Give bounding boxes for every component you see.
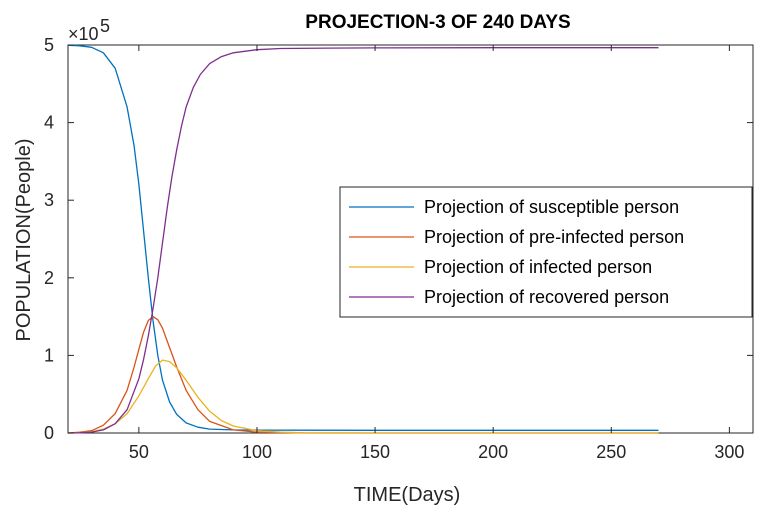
y-tick-label: 4: [44, 113, 54, 133]
legend-label: Projection of susceptible person: [424, 197, 679, 217]
chart-title: PROJECTION-3 OF 240 DAYS: [305, 12, 570, 33]
x-tick-label: 150: [360, 442, 390, 462]
y-multiplier-base: ×10: [68, 24, 99, 44]
y-tick-label: 1: [44, 345, 54, 365]
series-line-3: [67, 47, 659, 434]
x-tick-label: 300: [714, 442, 744, 462]
legend-box: [339, 186, 753, 318]
x-axis-label: TIME(Days): [354, 484, 461, 506]
x-tick-label: 50: [129, 442, 149, 462]
y-multiplier-label: ×10 5: [68, 16, 110, 44]
legend-label: Projection of infected person: [424, 257, 652, 277]
x-tick-label: 250: [596, 442, 626, 462]
series-layer: [67, 44, 659, 434]
series-line-1: [67, 315, 659, 434]
y-tick-label: 2: [44, 268, 54, 288]
legend-label: Projection of recovered person: [424, 287, 669, 307]
legend-label: Projection of pre-infected person: [424, 227, 684, 247]
y-tick-label: 3: [44, 190, 54, 210]
y-axis-label: POPULATION(People): [13, 138, 35, 341]
y-tick-label: 0: [44, 423, 54, 443]
series-line-0: [67, 44, 659, 431]
y-multiplier-exponent: 5: [100, 16, 110, 36]
ticks-layer: 50 100 150 200 250 300 0 1 2 3 4 5: [44, 35, 753, 462]
y-tick-label: 5: [44, 35, 54, 55]
x-tick-label: 200: [478, 442, 508, 462]
legend: Projection of susceptible person Projecti…: [339, 186, 753, 318]
x-tick-label: 100: [242, 442, 272, 462]
